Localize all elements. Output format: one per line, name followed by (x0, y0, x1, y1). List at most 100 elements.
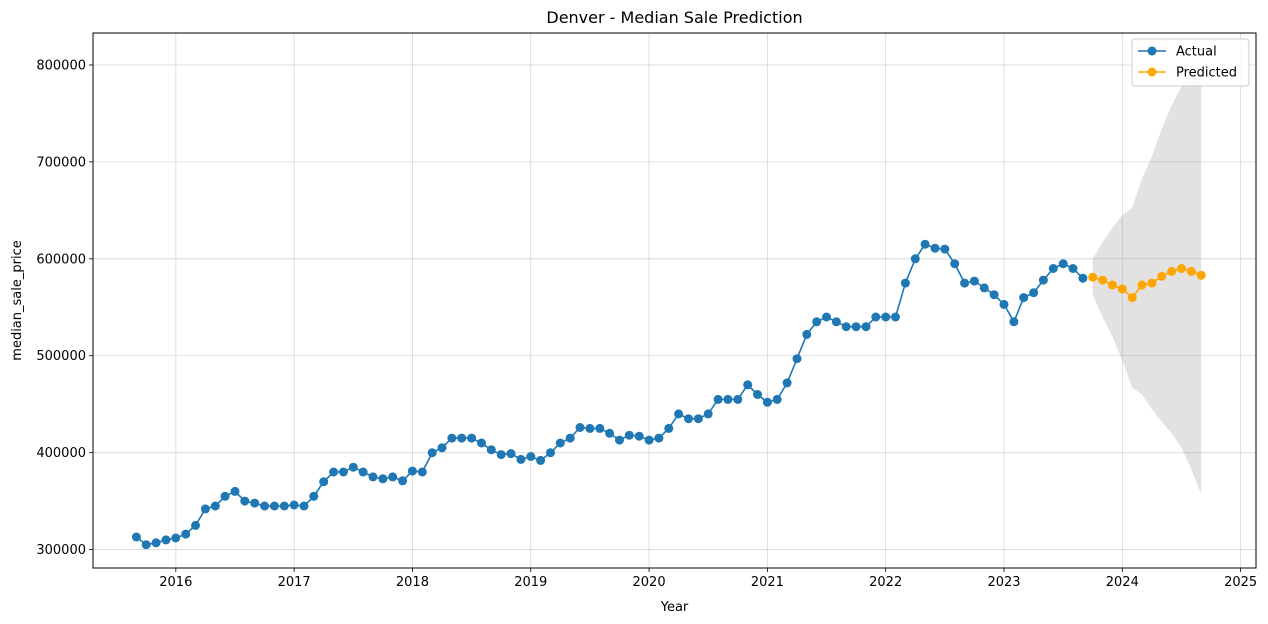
data-point-actual (1058, 259, 1068, 269)
data-point-actual (605, 428, 615, 438)
data-point-actual (940, 244, 950, 254)
data-point-actual (664, 423, 674, 433)
data-point-actual (950, 259, 960, 269)
data-point-actual (437, 443, 447, 453)
data-point-actual (1038, 275, 1048, 285)
data-point-actual (812, 317, 822, 327)
chart-title: Denver - Median Sale Prediction (546, 8, 802, 27)
data-point-actual (881, 312, 891, 322)
data-point-actual (822, 312, 831, 322)
legend-marker-predicted (1147, 67, 1157, 77)
data-point-actual (269, 501, 279, 511)
x-tick-label: 2020 (633, 575, 666, 590)
grid-lines (93, 33, 1256, 568)
confidence-band (1092, 69, 1202, 495)
data-point-actual (841, 322, 851, 332)
data-point-actual (368, 472, 378, 482)
data-point-actual (753, 390, 762, 399)
x-axis-title: Year (660, 600, 689, 615)
data-point-actual (1048, 264, 1058, 273)
legend: Actual Predicted (1131, 38, 1250, 87)
data-point-actual (220, 491, 230, 501)
series-line-actual (135, 243, 1084, 546)
data-point-predicted (1107, 280, 1117, 290)
data-point-actual (989, 290, 999, 300)
data-point-actual (723, 394, 733, 404)
data-point-actual (457, 433, 467, 443)
data-point-actual (171, 533, 181, 543)
data-point-predicted (1127, 293, 1137, 303)
data-point-predicted (1167, 266, 1177, 276)
data-point-actual (703, 409, 713, 419)
data-point-actual (743, 380, 753, 390)
data-point-actual (536, 455, 546, 465)
data-point-actual (299, 501, 309, 511)
data-point-actual (250, 498, 260, 508)
data-point-actual (516, 454, 526, 464)
data-point-actual (772, 394, 782, 404)
data-point-actual (999, 299, 1009, 309)
x-tick-label: 2025 (1224, 575, 1257, 590)
data-point-actual (358, 467, 368, 477)
data-point-actual (624, 430, 634, 440)
data-point-predicted (1117, 284, 1127, 294)
y-tick-label: 700000 (36, 155, 86, 170)
legend-label-actual: Actual (1176, 45, 1217, 60)
data-point-actual (920, 239, 930, 249)
data-point-actual (802, 329, 812, 339)
x-tick-label: 2022 (869, 575, 902, 590)
legend-marker-actual (1147, 46, 1157, 56)
data-point-predicted (1098, 275, 1108, 285)
data-point-actual (684, 414, 693, 424)
data-point-actual (398, 476, 408, 486)
data-point-actual (289, 500, 299, 510)
data-point-predicted (1137, 280, 1147, 290)
y-axis-title: median_sale_price (10, 240, 25, 360)
data-point-actual (1009, 317, 1019, 327)
data-point-actual (861, 322, 871, 332)
y-tick-label: 400000 (36, 446, 86, 461)
data-point-actual (615, 435, 624, 445)
data-point-actual (1068, 264, 1078, 273)
data-point-actual (309, 491, 319, 501)
data-point-predicted (1088, 272, 1098, 282)
data-point-predicted (1147, 278, 1157, 288)
data-point-actual (930, 243, 940, 253)
axis-ticks: 2016 2017 2018 2019 2020 2021 2022 2023 2024 2025… (36, 58, 1257, 590)
data-point-actual (407, 466, 417, 476)
x-tick-label: 2016 (159, 575, 192, 590)
data-point-actual (595, 423, 605, 433)
prediction-interval-band (1092, 69, 1202, 495)
data-point-actual (733, 394, 743, 404)
data-point-actual (851, 322, 861, 332)
data-point-actual (585, 423, 595, 433)
x-tick-label: 2019 (514, 575, 547, 590)
x-tick-label: 2018 (396, 575, 429, 590)
data-point-predicted (1186, 266, 1196, 276)
x-tick-label: 2023 (987, 575, 1020, 590)
data-point-actual (378, 474, 388, 484)
x-tick-label: 2021 (751, 575, 784, 590)
data-point-actual (546, 448, 555, 458)
data-point-actual (200, 504, 210, 514)
data-point-actual (1078, 273, 1088, 283)
data-point-actual (260, 501, 270, 511)
data-point-actual (279, 501, 289, 511)
data-point-actual (338, 467, 348, 477)
data-point-actual (891, 312, 900, 322)
data-point-actual (329, 467, 339, 477)
y-tick-label: 800000 (36, 58, 86, 73)
data-point-actual (654, 433, 664, 443)
data-point-actual (1029, 288, 1039, 298)
data-point-actual (565, 433, 575, 443)
data-point-predicted (1196, 270, 1206, 280)
data-point-actual (871, 312, 881, 322)
data-point-actual (1019, 293, 1029, 303)
data-point-actual (477, 438, 486, 448)
data-point-actual (910, 254, 920, 264)
data-point-actual (151, 538, 161, 548)
data-point-actual (644, 435, 654, 445)
data-point-actual (526, 452, 536, 461)
data-point-actual (427, 448, 437, 458)
